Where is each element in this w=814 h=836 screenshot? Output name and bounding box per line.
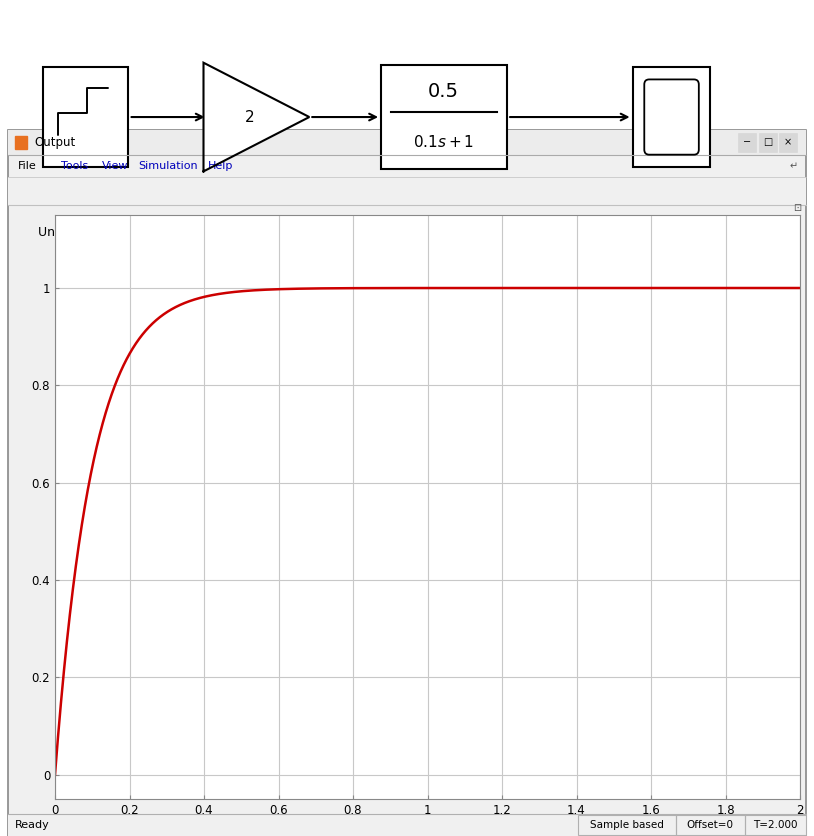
Polygon shape	[204, 63, 309, 171]
Text: ⊡: ⊡	[793, 203, 801, 213]
Text: Ready: Ready	[15, 820, 50, 830]
Text: 2: 2	[245, 110, 255, 125]
Text: □: □	[763, 137, 772, 147]
Text: −: −	[743, 137, 751, 147]
FancyBboxPatch shape	[381, 65, 506, 169]
FancyBboxPatch shape	[633, 67, 710, 167]
Text: Output: Output	[34, 136, 76, 149]
Text: Unit Step Input: Unit Step Input	[38, 226, 133, 239]
FancyBboxPatch shape	[42, 67, 129, 167]
Text: ↵: ↵	[790, 161, 798, 171]
Bar	[15, 135, 27, 149]
FancyBboxPatch shape	[8, 130, 806, 836]
FancyBboxPatch shape	[8, 177, 806, 205]
Text: Output: Output	[650, 226, 694, 239]
Text: Simulation: Simulation	[138, 161, 198, 171]
FancyBboxPatch shape	[8, 814, 806, 836]
Bar	[676, 815, 745, 835]
Bar	[738, 133, 756, 152]
Text: Tools: Tools	[61, 161, 88, 171]
Bar	[779, 133, 797, 152]
Text: File: File	[18, 161, 37, 171]
Text: Help: Help	[208, 161, 233, 171]
Text: Offset=0: Offset=0	[687, 820, 734, 830]
Text: $0.1s + 1$: $0.1s + 1$	[413, 134, 475, 150]
Bar	[759, 133, 777, 152]
Text: Plant: Plant	[428, 226, 459, 239]
FancyBboxPatch shape	[644, 79, 698, 155]
FancyBboxPatch shape	[8, 130, 806, 155]
Text: ×: ×	[784, 137, 792, 147]
Bar	[578, 815, 676, 835]
Text: 0.5: 0.5	[428, 83, 459, 101]
Text: Proportional
Gain: Proportional Gain	[219, 234, 294, 264]
Text: T=2.000: T=2.000	[753, 820, 798, 830]
Text: Sample based: Sample based	[590, 820, 664, 830]
Text: View: View	[102, 161, 128, 171]
Bar	[745, 815, 806, 835]
